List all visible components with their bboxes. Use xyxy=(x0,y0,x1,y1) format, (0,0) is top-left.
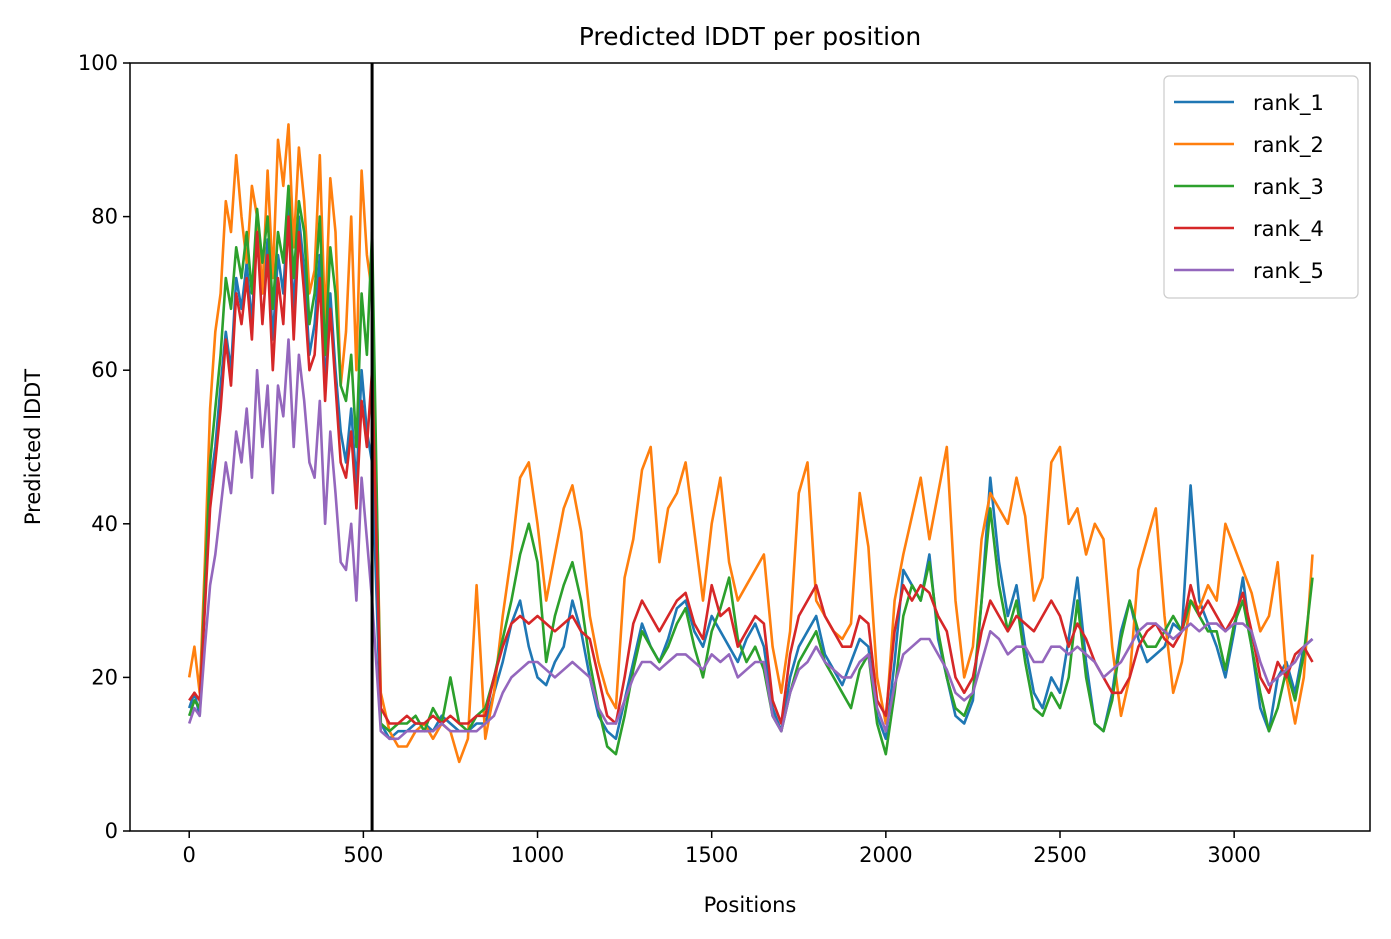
legend-label-5: rank_5 xyxy=(1253,259,1324,284)
series-line-4 xyxy=(188,215,1314,725)
x-tick-label: 2000 xyxy=(859,843,912,867)
legend-label-4: rank_4 xyxy=(1253,217,1324,242)
x-tick-label: 500 xyxy=(343,843,383,867)
x-tick-label: 0 xyxy=(183,843,196,867)
y-tick-label: 80 xyxy=(91,205,118,229)
legend-frame xyxy=(1163,75,1359,299)
x-tick-label: 3000 xyxy=(1207,843,1260,867)
legend-label-3: rank_3 xyxy=(1253,175,1324,200)
y-axis-ticks: 0 20 40 60 80 100 xyxy=(78,51,130,843)
y-tick-label: 60 xyxy=(91,358,118,382)
y-tick-label: 20 xyxy=(91,665,118,689)
x-tick-label: 1500 xyxy=(685,843,738,867)
y-axis-label: Predicted lDDT xyxy=(21,369,45,525)
chart-title: Predicted lDDT per position xyxy=(579,22,921,51)
legend-label-2: rank_2 xyxy=(1253,133,1324,158)
y-tick-label: 100 xyxy=(78,51,118,75)
series-line-2 xyxy=(187,123,1314,764)
legend: rank_1 rank_2 rank_3 rank_4 rank_5 xyxy=(1163,75,1359,299)
x-tick-label: 1000 xyxy=(511,843,564,867)
y-tick-label: 0 xyxy=(105,819,118,843)
x-tick-label: 2500 xyxy=(1033,843,1086,867)
plot-frame xyxy=(129,62,1371,832)
x-axis-label: Positions xyxy=(704,893,797,917)
y-tick-label: 40 xyxy=(91,512,118,536)
legend-label-1: rank_1 xyxy=(1253,91,1324,116)
series-line-5 xyxy=(187,338,1314,741)
series-lines xyxy=(187,123,1314,764)
x-axis-ticks: 0 500 1000 1500 2000 2500 3000 xyxy=(183,831,1261,867)
series-line-3 xyxy=(187,184,1314,756)
